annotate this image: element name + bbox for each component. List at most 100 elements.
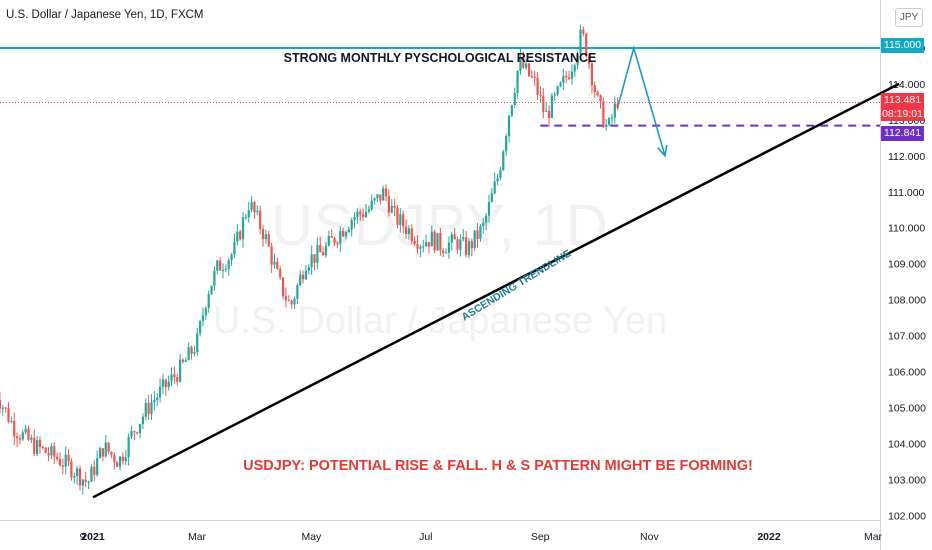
time-tick-label: 2021 — [81, 531, 105, 543]
candle-body — [322, 252, 325, 256]
projection-path[interactable] — [617, 44, 666, 157]
candle-body — [244, 217, 247, 219]
candle-body — [424, 242, 428, 247]
last-price-value: 113.481 — [883, 94, 922, 106]
candle-body — [505, 136, 508, 152]
candle-body — [593, 85, 596, 93]
candle-body — [176, 377, 179, 382]
candle-body — [58, 459, 62, 466]
candle-body — [281, 277, 285, 297]
price-tick-label: 108.000 — [888, 295, 926, 307]
candle-body — [293, 298, 296, 305]
candle-body — [530, 75, 533, 77]
candle-body — [353, 216, 356, 221]
candle-body — [367, 209, 370, 212]
candle-body — [78, 468, 82, 486]
candle-body — [118, 456, 122, 467]
candle-body — [559, 82, 562, 87]
candle-body — [104, 442, 107, 457]
candle-body — [219, 260, 222, 271]
candle-body — [250, 202, 253, 211]
time-tick-label: 2022 — [757, 531, 781, 543]
price-tick-label: 103.000 — [888, 474, 926, 486]
price-tick-label: 110.000 — [888, 223, 925, 235]
candle-body — [41, 447, 44, 449]
candle-body — [190, 347, 193, 354]
candle-body — [161, 379, 165, 387]
candle-body — [608, 118, 611, 125]
candle-body — [184, 360, 187, 362]
candle-body — [4, 407, 7, 409]
candle-body — [562, 75, 565, 83]
candle-body — [453, 234, 456, 240]
candle-body — [536, 77, 539, 95]
candle-body — [81, 479, 84, 486]
candle-body — [565, 75, 568, 78]
candle-body — [221, 269, 225, 271]
bar-countdown: 08:19:01 — [882, 108, 923, 120]
candle-body — [187, 347, 190, 361]
watermark-name: U.S. Dollar / Japanese Yen — [213, 300, 667, 342]
candle-body — [576, 54, 579, 66]
candle-body — [67, 454, 70, 462]
candle-body — [444, 252, 448, 254]
candle-body — [56, 456, 59, 460]
candle-body — [427, 242, 431, 247]
time-tick-label: Mar — [864, 531, 883, 543]
candle-body — [130, 431, 133, 437]
candle-body — [545, 110, 548, 112]
candle-body — [204, 308, 207, 316]
candle-body — [76, 468, 79, 477]
candle-body — [350, 220, 353, 230]
candle-body — [276, 261, 279, 269]
candle-body — [290, 300, 293, 305]
candle-body — [522, 57, 525, 68]
price-tick-label: 107.000 — [888, 331, 926, 343]
candle-body — [573, 65, 576, 72]
candle-body — [482, 222, 485, 227]
candle-body — [599, 95, 602, 102]
candle-body — [519, 57, 522, 71]
candle-body — [419, 246, 422, 249]
candle-body — [539, 94, 542, 96]
candle-body — [450, 234, 453, 243]
candle-body — [7, 408, 10, 422]
candle-body — [373, 198, 376, 201]
neckline-price-badge: 112.841 — [881, 126, 924, 141]
candle-body — [216, 260, 219, 271]
candle-body — [356, 211, 359, 217]
candle-body — [304, 270, 308, 280]
candle-body — [259, 210, 262, 229]
candle-body — [533, 76, 536, 78]
price-axis[interactable]: 102.000 103.000 104.000 105.000 106.000 107.0… — [888, 43, 926, 522]
currency-button[interactable]: JPY — [895, 8, 923, 27]
candle-body — [587, 56, 591, 64]
candle-body — [210, 285, 213, 295]
time-tick-label: Jul — [419, 531, 432, 543]
candle-body — [101, 448, 104, 457]
ascending-trendline[interactable] — [92, 82, 900, 499]
candle-body — [556, 86, 559, 95]
candle-body — [236, 231, 239, 242]
candle-body — [465, 237, 468, 255]
candle-body — [53, 446, 56, 457]
candle-body — [396, 207, 399, 225]
candle-body — [550, 95, 553, 118]
candle-body — [36, 440, 39, 454]
candle-body — [433, 231, 436, 251]
candle-body — [138, 424, 142, 434]
candle-body — [485, 215, 488, 223]
candle-body — [230, 254, 233, 261]
drawings[interactable] — [92, 44, 900, 499]
candle-body — [499, 170, 502, 178]
candle-body — [150, 402, 153, 414]
candle-body — [470, 241, 473, 249]
candle-body — [336, 243, 339, 245]
candle-body — [542, 95, 545, 112]
candle-body — [553, 94, 556, 96]
candle-body — [21, 432, 24, 440]
candle-body — [547, 110, 551, 118]
